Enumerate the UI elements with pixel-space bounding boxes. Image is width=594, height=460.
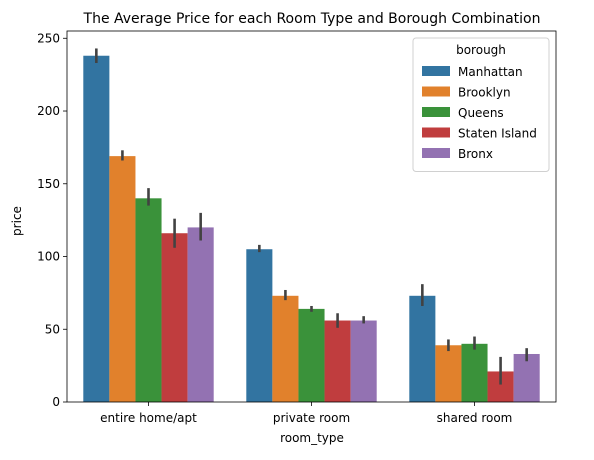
x-tick-label: shared room — [437, 411, 513, 425]
bar-manhattan-2 — [409, 295, 436, 402]
legend-label-queens: Queens — [458, 106, 504, 120]
chart-title: The Average Price for each Room Type and… — [83, 11, 541, 27]
y-tick-label: 0 — [52, 395, 60, 409]
bar-manhattan-0 — [83, 55, 110, 402]
legend-title: borough — [456, 43, 506, 57]
bar-queens-1 — [298, 308, 325, 402]
legend: borough Manhattan Brooklyn Queens Staten Isl… — [412, 37, 550, 172]
legend-label-manhattan: Manhattan — [458, 65, 523, 79]
y-tick-label: 50 — [45, 322, 60, 336]
x-axis: entire home/apt private room shared room — [100, 402, 512, 425]
y-axis-label: price — [10, 206, 24, 236]
bar-bronx-2 — [513, 353, 540, 402]
x-tick-label: entire home/apt — [100, 411, 197, 425]
y-axis: 0 50 100 150 200 250 — [37, 31, 67, 409]
x-axis-label: room_type — [280, 431, 344, 445]
bars-group — [83, 55, 540, 402]
bar-brooklyn-1 — [272, 295, 299, 402]
y-tick-label: 250 — [37, 31, 60, 45]
bar-staten-island-1 — [324, 320, 351, 402]
bar-queens-0 — [135, 198, 162, 402]
bar-brooklyn-2 — [435, 345, 462, 402]
legend-swatch-queens — [422, 107, 450, 117]
x-tick-label: private room — [273, 411, 350, 425]
legend-swatch-manhattan — [422, 66, 450, 76]
error-bars-group — [95, 48, 528, 385]
y-tick-label: 100 — [37, 250, 60, 264]
bar-manhattan-1 — [246, 249, 273, 402]
legend-label-staten-island: Staten Island — [458, 127, 537, 141]
bar-staten-island-0 — [161, 233, 188, 402]
bar-bronx-1 — [350, 320, 377, 402]
legend-label-bronx: Bronx — [458, 147, 493, 161]
legend-swatch-brooklyn — [422, 86, 450, 97]
bar-brooklyn-0 — [109, 156, 136, 402]
bar-queens-2 — [461, 343, 488, 402]
legend-swatch-staten-island — [422, 127, 450, 138]
bar-bronx-0 — [187, 227, 214, 402]
legend-label-brooklyn: Brooklyn — [458, 86, 511, 100]
legend-swatch-bronx — [422, 148, 450, 158]
y-tick-label: 150 — [37, 177, 60, 191]
y-tick-label: 200 — [37, 104, 60, 118]
